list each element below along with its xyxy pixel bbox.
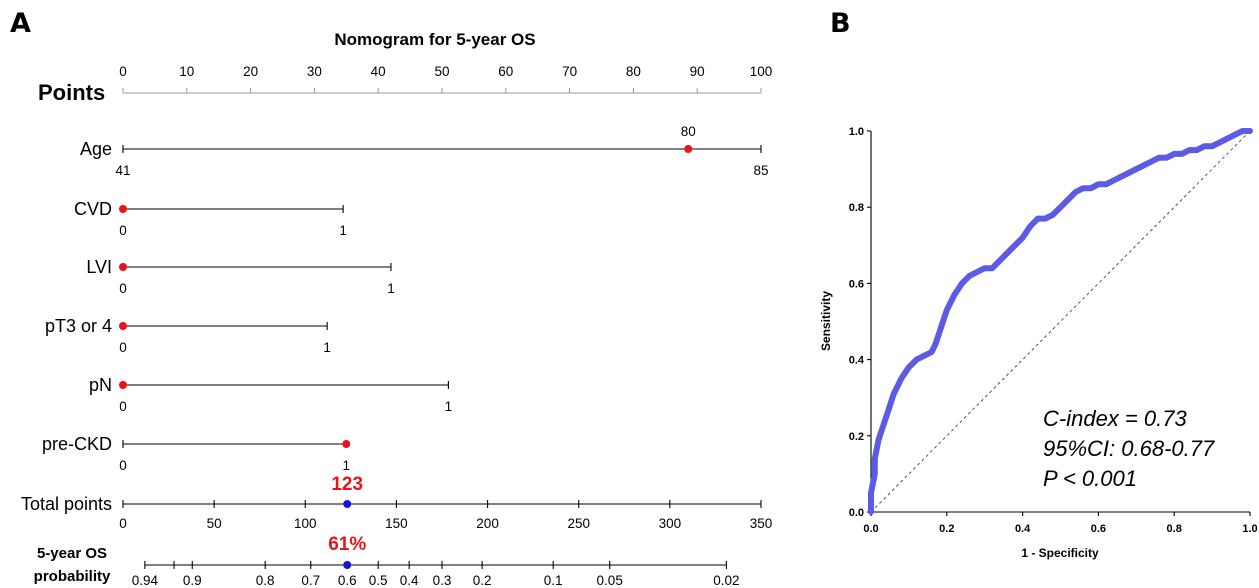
roc-x-axis-label: 1 - Specificity (1021, 546, 1099, 560)
points-tick-label: 70 (562, 64, 577, 79)
total-points-marker (343, 500, 352, 508)
roc-x-tick-label: 0.4 (1015, 523, 1031, 535)
row-min-label: 0 (119, 458, 127, 473)
row-min-label: 0 (119, 281, 127, 296)
points-tick-label: 10 (179, 64, 194, 79)
points-tick-label: 100 (750, 64, 773, 79)
row-min-label: 41 (115, 163, 130, 178)
roc-chart: 0.0 0.2 0.4 0.6 0.8 1.0 0.0 0.2 0.4 0.6 0.8 1.0 1 -… (819, 126, 1258, 560)
probability-tick-label: 0.7 (301, 573, 320, 588)
row-label: pT3 or 4 (45, 316, 112, 336)
points-tick-label: 20 (243, 64, 258, 79)
roc-x-tick-label: 0.8 (1167, 523, 1182, 535)
probability-tick-label: 0.02 (713, 573, 739, 588)
total-tick-label: 50 (207, 516, 222, 531)
row-max-label: 1 (445, 399, 453, 414)
points-axis-ticks: 0 10 20 30 40 50 60 70 80 90 100 (119, 64, 772, 93)
nomogram: Nomogram for 5-year OS Points 0 10 20 30 40 5… (21, 30, 772, 588)
row-selected-marker (119, 205, 127, 213)
row-min-label: 0 (119, 340, 127, 355)
row-min-label: 0 (119, 223, 127, 238)
roc-annotation-ci: 95%CI: 0.68-0.77 (1043, 436, 1215, 461)
panel-b-letter: B (830, 8, 851, 39)
points-tick-label: 40 (371, 64, 386, 79)
row-max-label: 1 (387, 281, 395, 296)
total-points-value: 123 (331, 474, 363, 495)
probability-value: 61% (328, 534, 366, 555)
row-label: LVI (86, 257, 112, 277)
probability-marker (343, 561, 352, 569)
points-tick-label: 30 (307, 64, 322, 79)
nomogram-row-pre-ckd: pre-CKD 0 1 (42, 434, 351, 473)
row-label: CVD (74, 199, 112, 219)
probability-label-line2: probability (34, 568, 111, 585)
nomogram-title: Nomogram for 5-year OS (334, 30, 535, 49)
nomogram-row-cvd: CVD 0 1 (74, 199, 347, 238)
probability-tick-label: 0.4 (400, 573, 419, 588)
probability-tick-label: 0.94 (132, 573, 159, 588)
probability-label-line1: 5-year OS (37, 545, 107, 562)
roc-x-tick-label: 0.2 (939, 523, 954, 535)
points-tick-label: 0 (119, 64, 127, 79)
roc-y-tick-label: 0.4 (849, 355, 865, 367)
total-tick-label: 300 (659, 516, 682, 531)
row-label: pre-CKD (42, 434, 112, 454)
roc-y-tick-label: 1.0 (849, 126, 864, 138)
row-selected-value-label: 80 (681, 124, 696, 139)
roc-ticks: 0.0 0.2 0.4 0.6 0.8 1.0 0.0 0.2 0.4 0.6 0.8 1.0 (849, 126, 1258, 535)
probability-row: 5-year OS probability 0.94 0.9 0.8 0.7 0.6 0.5 0… (34, 534, 740, 588)
probability-tick-label: 0.2 (473, 573, 492, 588)
probability-tick-label: 0.6 (338, 573, 357, 588)
roc-annotation-cindex: C-index = 0.73 (1043, 406, 1187, 431)
roc-y-axis-label: Sensitivity (819, 291, 833, 351)
probability-tick-label: 0.3 (433, 573, 452, 588)
total-tick-label: 0 (119, 516, 127, 531)
row-min-label: 0 (119, 399, 127, 414)
row-selected-marker (119, 263, 127, 271)
total-tick-label: 200 (476, 516, 499, 531)
roc-x-tick-label: 1.0 (1242, 523, 1257, 535)
roc-y-tick-label: 0.2 (849, 431, 864, 443)
points-tick-label: 90 (690, 64, 705, 79)
total-tick-label: 150 (385, 516, 408, 531)
total-tick-label: 250 (567, 516, 590, 531)
probability-tick-label: 0.5 (369, 573, 388, 588)
roc-y-tick-label: 0.0 (849, 507, 864, 519)
roc-annotation-p: P < 0.001 (1043, 466, 1137, 491)
roc-y-tick-label: 0.6 (849, 278, 864, 290)
roc-x-tick-label: 0.0 (863, 523, 878, 535)
row-selected-marker (119, 381, 127, 389)
row-max-label: 85 (753, 163, 768, 178)
points-axis-label: Points (38, 80, 105, 105)
panel-a-letter: A (10, 8, 31, 39)
roc-y-tick-label: 0.8 (849, 202, 864, 214)
total-tick-label: 350 (750, 516, 773, 531)
roc-curve (868, 128, 1253, 515)
row-label: pN (89, 375, 112, 395)
row-selected-marker (684, 145, 693, 153)
row-label: Age (80, 139, 112, 159)
nomogram-row-lvi: LVI 0 1 (86, 257, 394, 296)
total-points-label: Total points (21, 494, 112, 514)
points-tick-label: 80 (626, 64, 641, 79)
total-tick-label: 100 (294, 516, 317, 531)
row-selected-marker (342, 440, 351, 448)
row-max-label: 1 (323, 340, 331, 355)
probability-tick-label: 0.1 (544, 573, 563, 588)
probability-tick-label: 0.9 (183, 573, 202, 588)
points-tick-label: 50 (434, 64, 449, 79)
row-selected-marker (119, 322, 127, 330)
nomogram-row-pt3-or-4: pT3 or 4 0 1 (45, 316, 331, 355)
points-tick-label: 60 (498, 64, 513, 79)
total-points-row: Total points 0 50 100 150 200 250 300 350 123 (21, 474, 772, 531)
row-max-label: 1 (343, 458, 351, 473)
roc-x-tick-label: 0.6 (1091, 523, 1106, 535)
nomogram-row-pn: pN 0 1 (89, 375, 452, 414)
probability-tick-label: 0.05 (597, 573, 623, 588)
row-max-label: 1 (339, 223, 347, 238)
probability-tick-label: 0.8 (256, 573, 275, 588)
